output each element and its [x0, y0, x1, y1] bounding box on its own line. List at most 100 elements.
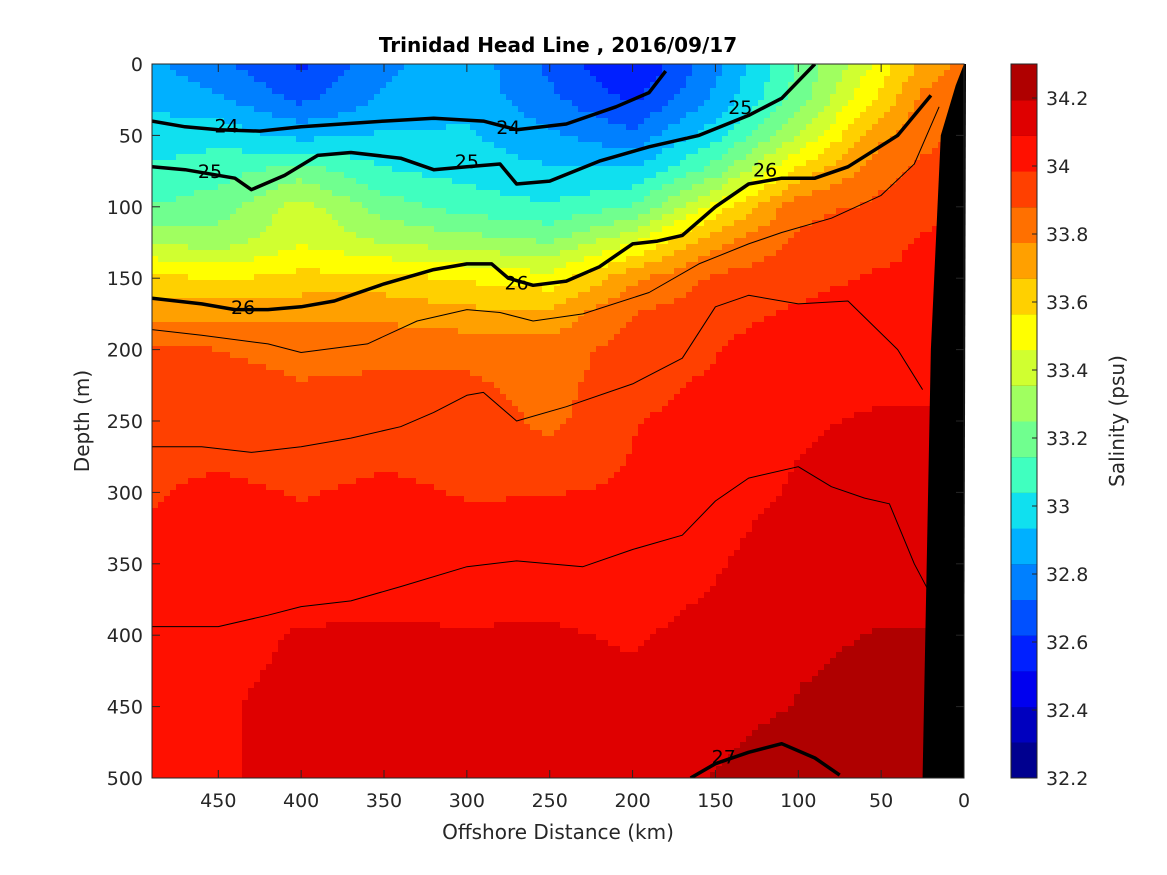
field-cell [470, 142, 477, 149]
field-cell [818, 208, 825, 215]
field-cell [296, 94, 303, 101]
field-cell [794, 196, 801, 203]
field-cell [512, 70, 519, 77]
field-cell [392, 64, 399, 71]
field-cell [260, 256, 267, 263]
field-cell [764, 142, 771, 149]
field-cell [320, 166, 327, 173]
field-cell [596, 142, 603, 149]
field-cell [398, 202, 405, 209]
field-cell [500, 208, 507, 215]
field-cell [152, 250, 159, 257]
field-cell [698, 118, 705, 125]
field-cell [386, 130, 393, 137]
field-cell [344, 118, 351, 125]
field-cell [872, 208, 879, 215]
field-cell [710, 268, 717, 275]
field-cell [866, 238, 873, 245]
field-cell [542, 238, 549, 245]
field-cell [824, 148, 831, 155]
field-cell [362, 88, 369, 95]
field-cell [296, 202, 303, 209]
field-cell [806, 220, 813, 227]
field-cell [296, 160, 303, 167]
field-cell [314, 274, 321, 281]
field-cell [470, 64, 477, 71]
field-cell [344, 274, 351, 281]
field-cell [686, 130, 693, 137]
field-cell [470, 124, 477, 131]
field-cell [776, 154, 783, 161]
field-cell [896, 82, 903, 89]
field-cell [164, 70, 171, 77]
field-cell [374, 244, 381, 251]
field-cell [518, 70, 525, 77]
field-cell [704, 118, 711, 125]
field-cell [866, 130, 873, 137]
field-cell [470, 106, 477, 113]
field-cell [332, 94, 339, 101]
field-cell [242, 178, 249, 185]
field-cell [194, 256, 201, 263]
field-cell [458, 202, 465, 209]
field-cell [176, 262, 183, 269]
field-cell [728, 106, 735, 113]
field-cell [422, 238, 429, 245]
field-cell [512, 166, 519, 173]
field-cell [308, 256, 315, 263]
field-cell [848, 256, 855, 263]
field-cell [362, 130, 369, 137]
field-cell [740, 154, 747, 161]
field-cell [872, 106, 879, 113]
field-cell [344, 124, 351, 131]
field-cell [248, 208, 255, 215]
field-cell [302, 76, 309, 83]
field-cell [602, 178, 609, 185]
field-cell [416, 70, 423, 77]
field-cell [302, 166, 309, 173]
field-cell [392, 262, 399, 269]
field-cell [716, 172, 723, 179]
field-cell [440, 100, 447, 107]
field-cell [734, 88, 741, 95]
field-cell [698, 274, 705, 281]
field-cell [668, 166, 675, 173]
field-cell [488, 202, 495, 209]
field-cell [392, 202, 399, 209]
field-cell [896, 112, 903, 119]
field-cell [770, 202, 777, 209]
field-cell [434, 232, 441, 239]
field-cell [920, 208, 927, 215]
field-cell [290, 274, 297, 281]
field-cell [788, 136, 795, 143]
field-cell [644, 274, 651, 281]
field-cell [836, 124, 843, 131]
field-cell [188, 196, 195, 203]
field-cell [476, 178, 483, 185]
field-cell [758, 130, 765, 137]
field-cell [452, 280, 459, 287]
field-cell [290, 82, 297, 89]
field-cell [662, 124, 669, 131]
field-cell [314, 166, 321, 173]
field-cell [308, 244, 315, 251]
field-cell [674, 112, 681, 119]
field-cell [842, 100, 849, 107]
field-cell [200, 190, 207, 197]
field-cell [362, 106, 369, 113]
field-cell [452, 220, 459, 227]
field-cell [824, 214, 831, 221]
field-cell [620, 238, 627, 245]
field-cell [272, 232, 279, 239]
field-cell [716, 154, 723, 161]
field-cell [548, 250, 555, 257]
field-cell [236, 82, 243, 89]
field-cell [872, 238, 879, 245]
field-cell [176, 280, 183, 287]
field-cell [884, 220, 891, 227]
field-cell [272, 202, 279, 209]
field-cell [734, 262, 741, 269]
field-cell [428, 232, 435, 239]
field-cell [404, 82, 411, 89]
field-cell [302, 190, 309, 197]
